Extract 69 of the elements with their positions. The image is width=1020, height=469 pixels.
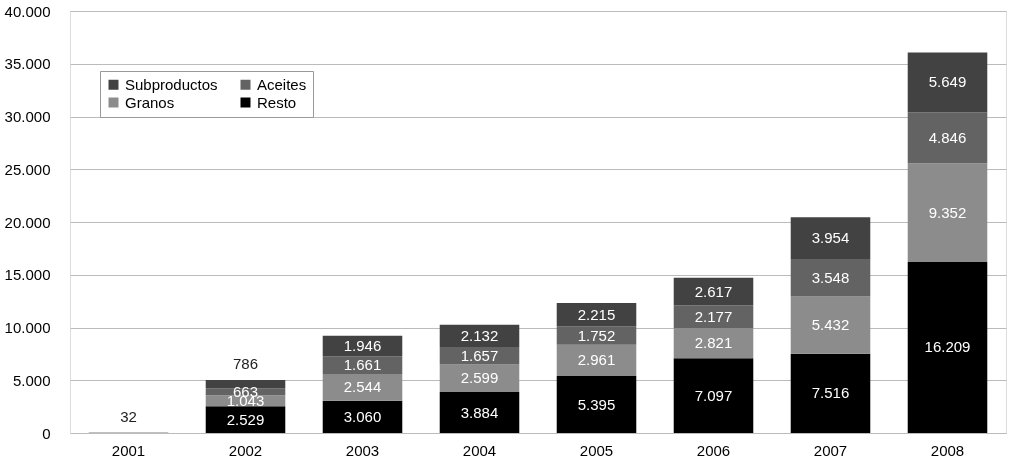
data-label: 2.177: [694, 307, 733, 325]
data-label: 2.544: [343, 378, 382, 396]
data-label: 7.516: [811, 384, 850, 402]
bar: [790, 217, 871, 259]
bar: [322, 400, 403, 433]
data-label: 1.661: [343, 356, 382, 374]
bar: [556, 376, 637, 433]
data-label: 2.215: [577, 305, 616, 323]
bar: [907, 112, 988, 164]
y-tick-label: 35.000: [4, 55, 51, 73]
x-tick-label: 2002: [228, 441, 263, 459]
legend-label: Aceites: [257, 75, 307, 93]
data-label: 1.946: [343, 337, 382, 355]
bar: [673, 328, 754, 359]
bar: [439, 347, 520, 365]
bar: [907, 52, 988, 113]
y-tick-label: 10.000: [4, 319, 51, 336]
x-tick-label: 2005: [579, 441, 614, 459]
x-tick-label: 2001: [111, 441, 146, 459]
data-label: 2.961: [577, 351, 616, 369]
legend-label: Subproductos: [125, 75, 218, 93]
data-label: 786: [232, 355, 259, 373]
bar: [205, 406, 286, 433]
data-label: 4.846: [928, 128, 967, 146]
data-label: 3.884: [460, 403, 499, 421]
data-label: 3.954: [811, 229, 850, 247]
data-label: 9.352: [928, 203, 967, 221]
y-tick-label: 20.000: [4, 213, 51, 231]
data-label: 16.209: [924, 338, 971, 356]
bar: [556, 326, 637, 345]
data-label: 5.432: [811, 316, 850, 334]
y-tick-label: 0: [42, 424, 51, 442]
x-tick-label: 2008: [930, 441, 965, 459]
x-tick-label: 2006: [696, 441, 731, 459]
bar: [790, 353, 871, 433]
bar: [673, 358, 754, 433]
bar: [673, 277, 754, 306]
data-label: 2.529: [226, 410, 265, 428]
x-tick-label: 2003: [345, 441, 380, 459]
data-label: 3.060: [343, 407, 382, 425]
legend-label: Resto: [257, 93, 297, 111]
data-label: 7.097: [694, 386, 733, 404]
bar: [322, 373, 403, 401]
y-tick-label: 5.000: [12, 371, 51, 389]
bar: [673, 305, 754, 329]
y-tick-label: 25.000: [4, 160, 51, 178]
bar: [439, 392, 520, 433]
data-label: 1.657: [460, 346, 499, 364]
bar: [205, 380, 286, 389]
x-tick-label: 2007: [813, 441, 848, 459]
data-label: 2.599: [460, 369, 499, 387]
y-tick-label: 40.000: [4, 2, 51, 20]
bar: [907, 262, 988, 433]
data-label: 2.617: [694, 282, 733, 300]
bar: [556, 344, 637, 377]
data-label: 2.132: [460, 326, 499, 344]
bar: [790, 296, 871, 354]
data-label: 5.649: [928, 73, 967, 91]
y-tick-label: 30.000: [4, 108, 51, 125]
x-tick-label: 2004: [462, 441, 497, 459]
data-label: 2.821: [694, 334, 733, 352]
data-label: 1.752: [577, 326, 616, 344]
data-label: 5.395: [577, 395, 616, 413]
legend-label: Granos: [125, 93, 175, 111]
data-label: 32: [120, 407, 137, 425]
bar: [790, 258, 871, 297]
data-label: 3.548: [811, 268, 850, 286]
y-tick-label: 15.000: [4, 266, 51, 284]
bar: [907, 163, 988, 262]
